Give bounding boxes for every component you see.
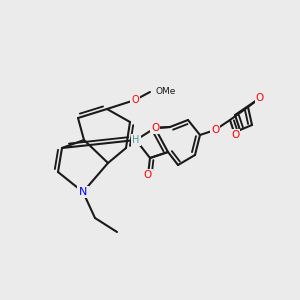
Text: O: O — [256, 93, 264, 103]
Text: H: H — [132, 135, 140, 145]
Text: O: O — [231, 130, 239, 140]
Text: O: O — [211, 125, 219, 135]
Text: O: O — [131, 95, 139, 105]
Text: N: N — [79, 187, 87, 197]
Text: OMe: OMe — [156, 88, 176, 97]
Text: O: O — [151, 123, 159, 133]
Text: O: O — [144, 170, 152, 180]
